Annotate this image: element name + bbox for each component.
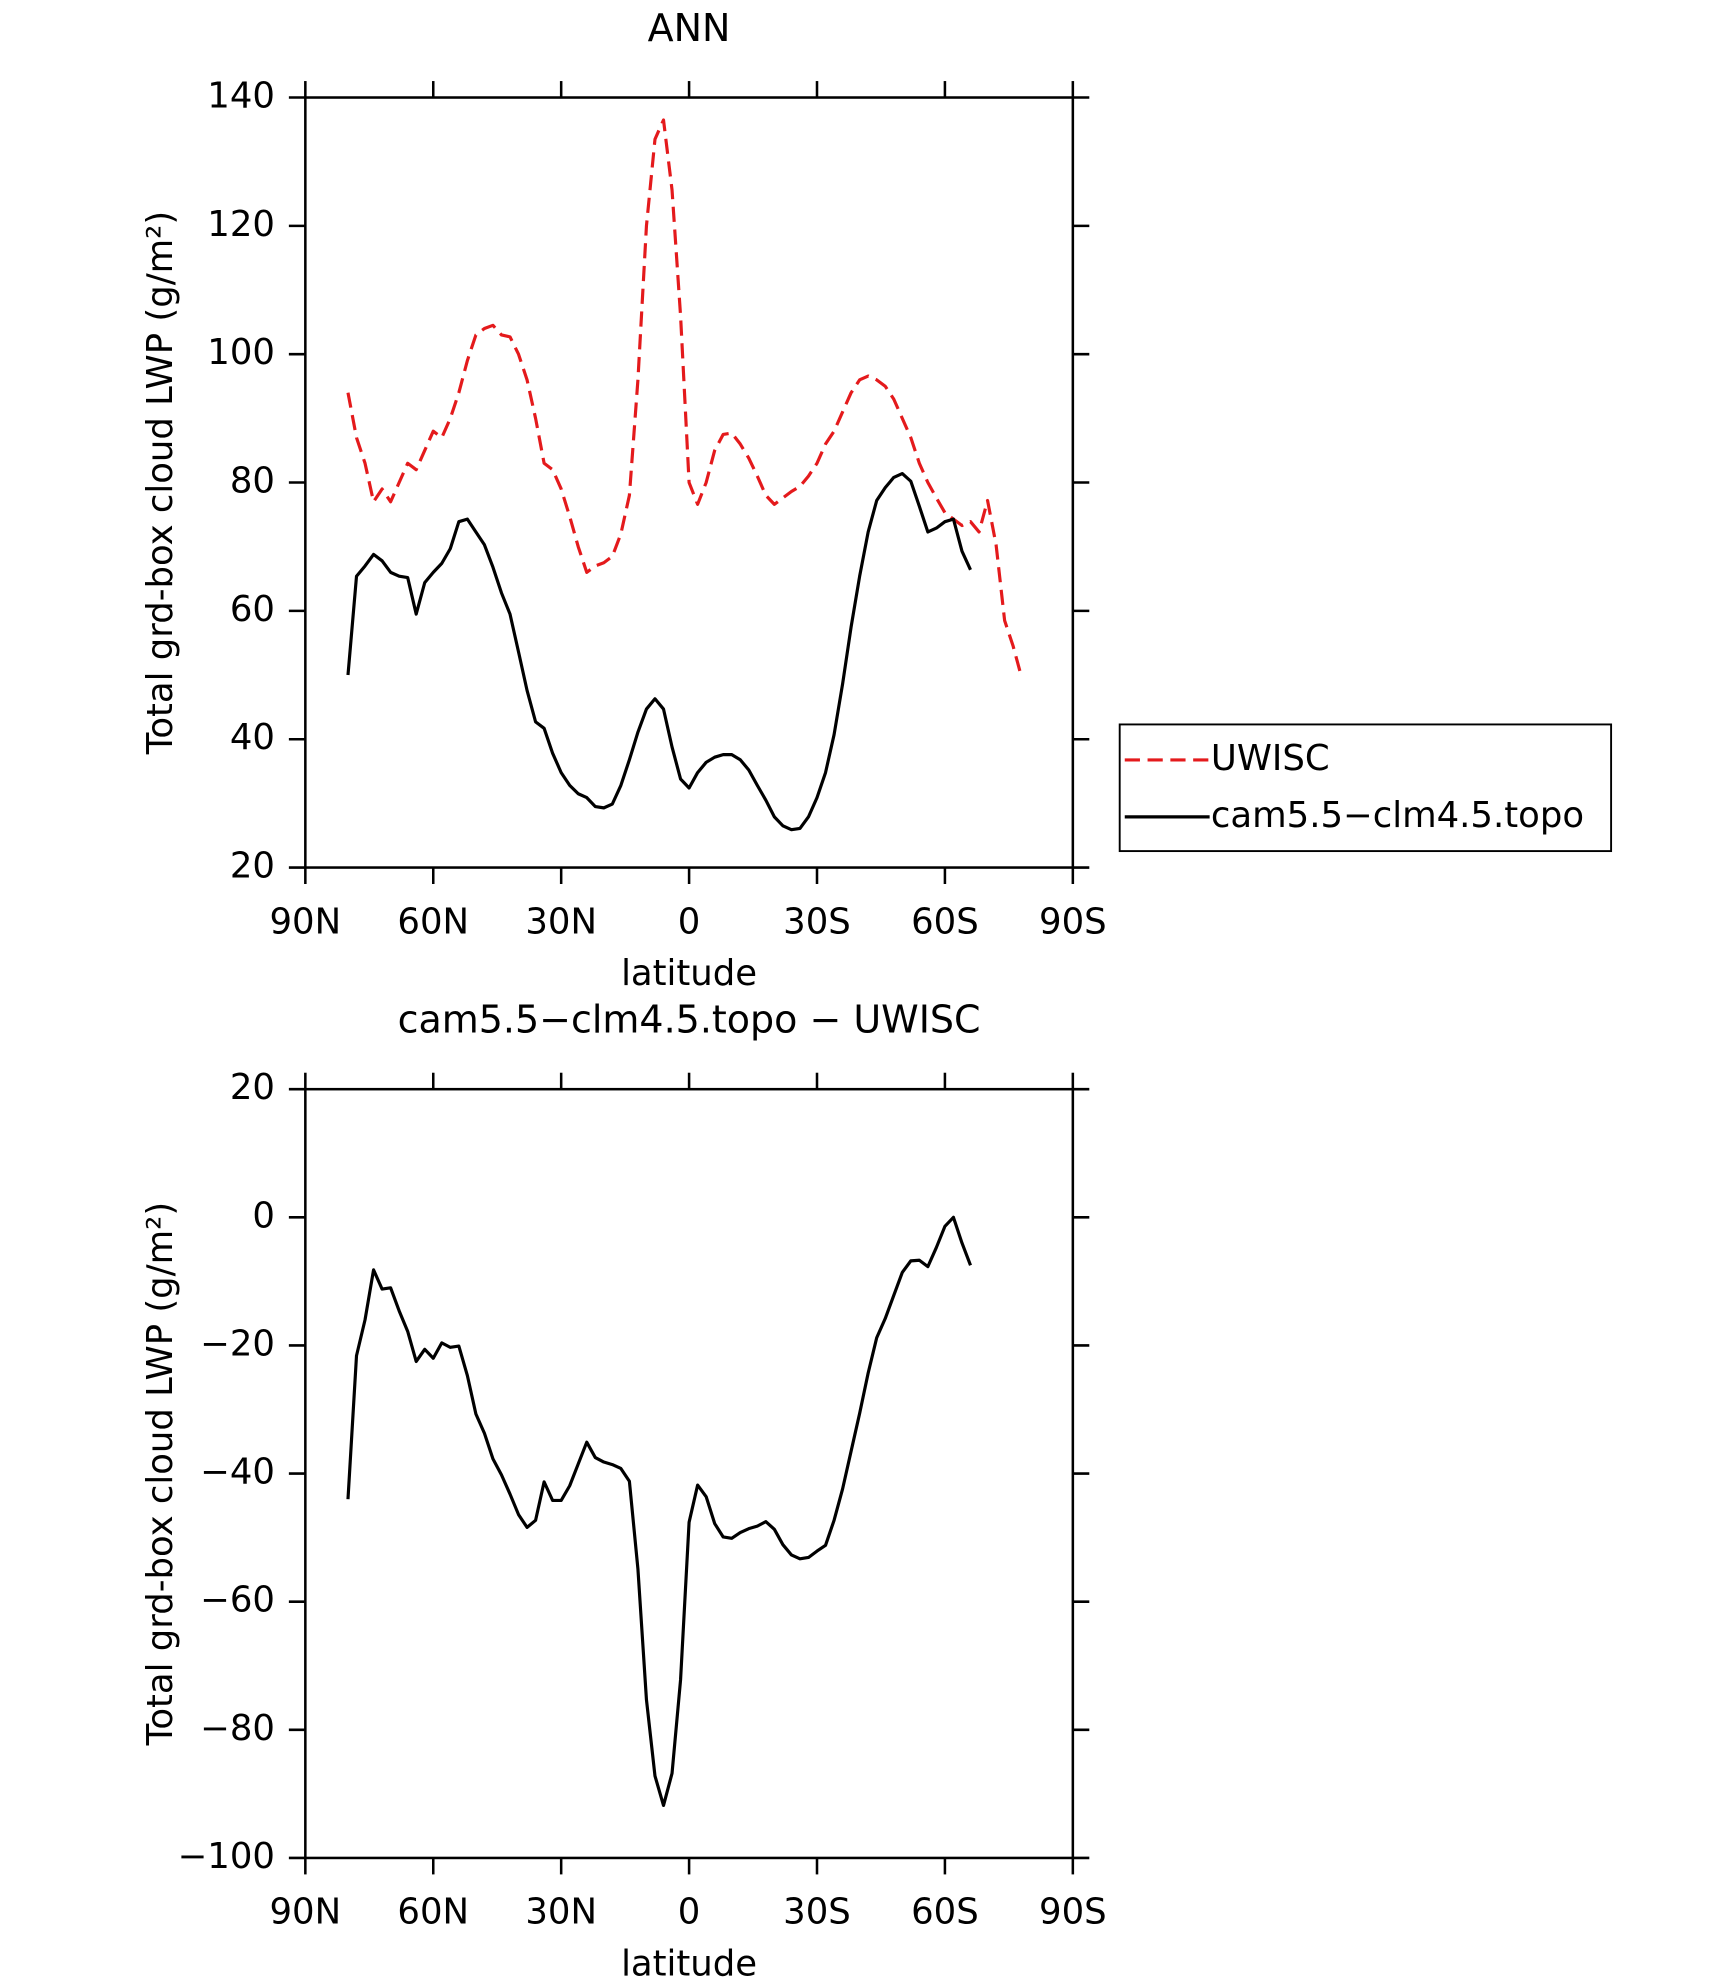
y-tick-label: 60 (230, 589, 275, 630)
data-line (346, 118, 1024, 679)
y-tick-label: 40 (230, 717, 275, 758)
y-tick-label: 120 (207, 204, 275, 245)
x-tick-label: 60S (911, 1892, 979, 1933)
x-tick-label: 30S (783, 901, 851, 942)
y-tick-label: −60 (200, 1580, 275, 1621)
x-tick-label: 0 (678, 1892, 701, 1933)
y-tick-label: 140 (207, 76, 275, 117)
legend-label: UWISC (1211, 738, 1330, 779)
y-tick-label: 80 (230, 461, 275, 502)
data-line (346, 1215, 972, 1807)
x-tick-label: 0 (678, 901, 701, 942)
x-tick-label: 30N (525, 1892, 597, 1933)
x-tick-label: 90N (270, 901, 342, 942)
y-tick-label: 0 (252, 1195, 275, 1236)
legend-box (1118, 723, 1613, 853)
x-tick-label: 30S (783, 1892, 851, 1933)
y-tick-label: −80 (200, 1708, 275, 1749)
y-tick-label: −20 (200, 1323, 275, 1364)
x-tick-label: 90S (1039, 1892, 1107, 1933)
x-tick-label: 60N (397, 901, 469, 942)
y-axis-label: Total grd-box cloud LWP (g/m²) (140, 1202, 181, 1747)
x-tick-label: 90S (1039, 901, 1107, 942)
chart-title: cam5.5−clm4.5.topo − UWISC (398, 998, 981, 1042)
y-tick-label: 20 (230, 846, 275, 887)
x-axis-label: latitude (621, 1944, 757, 1977)
y-tick-label: 20 (230, 1067, 275, 1108)
y-axis-label: Total grd-box cloud LWP (g/m²) (140, 211, 181, 756)
x-tick-label: 30N (525, 901, 597, 942)
data-line (346, 471, 972, 832)
legend-label: cam5.5−clm4.5.topo (1211, 795, 1584, 836)
x-tick-label: 60S (911, 901, 979, 942)
x-tick-label: 90N (270, 1892, 342, 1933)
y-tick-label: −100 (178, 1836, 275, 1877)
y-tick-label: −40 (200, 1452, 275, 1493)
plot-frame (304, 1087, 1075, 1860)
x-axis-label: latitude (621, 953, 757, 994)
y-tick-label: 100 (207, 332, 275, 373)
x-tick-label: 60N (397, 1892, 469, 1933)
chart-title: ANN (648, 6, 731, 50)
